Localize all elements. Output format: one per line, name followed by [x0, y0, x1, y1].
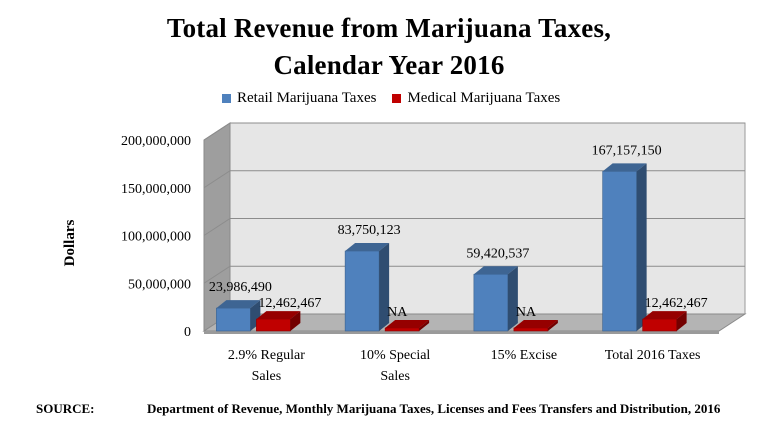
- gridline-side: [203, 265, 231, 284]
- bar-side: [507, 266, 518, 331]
- bar-top: [473, 266, 518, 275]
- legend-label-medical: Medical Marijuana Taxes: [407, 90, 561, 106]
- bar-retail: [473, 273, 509, 332]
- x-tick-label: 15% Excise: [491, 348, 557, 363]
- bar-top: [345, 243, 390, 252]
- bar-top: [602, 163, 647, 172]
- bar-side: [290, 311, 301, 331]
- bar-medical: [513, 327, 549, 332]
- bar-top: [513, 320, 558, 328]
- data-label: NA: [387, 305, 408, 320]
- x-tick-label: Sales: [380, 369, 410, 384]
- source-text: Department of Revenue, Monthly Marijuana…: [147, 401, 721, 416]
- data-label: NA: [516, 305, 537, 320]
- y-axis-label: Dollars: [62, 220, 78, 267]
- x-tick-label: 2.9% Regular: [228, 348, 305, 363]
- bar-side: [676, 311, 687, 331]
- y-tick-label: 200,000,000: [121, 134, 191, 149]
- bar-retail: [344, 250, 380, 332]
- bar-medical: [642, 318, 677, 332]
- data-label: 167,157,150: [592, 143, 662, 158]
- bar-retail: [602, 171, 637, 332]
- legend-item-medical: Medical Marijuana Taxes: [392, 90, 560, 107]
- legend: Retail Marijuana Taxes Medical Marijuana…: [222, 90, 560, 107]
- legend-item-retail: Retail Marijuana Taxes: [222, 90, 376, 107]
- gridline-side: [203, 170, 231, 189]
- bar-top: [642, 311, 687, 320]
- bar-top: [216, 300, 261, 309]
- bar-side: [547, 320, 558, 331]
- data-label: 83,750,123: [338, 223, 401, 238]
- chart-title: Total Revenue from Marijuana Taxes, Cale…: [0, 10, 778, 84]
- legend-label-retail: Retail Marijuana Taxes: [237, 90, 377, 106]
- data-label: 59,420,537: [466, 246, 529, 261]
- bar-top: [385, 320, 430, 328]
- x-tick-label: Sales: [252, 369, 282, 384]
- chart-title-line-2: Calendar Year 2016: [273, 50, 505, 80]
- data-label: 12,462,467: [645, 296, 708, 311]
- y-tick-label: 0: [184, 325, 191, 340]
- legend-swatch-retail: [222, 94, 231, 103]
- bar-top: [256, 311, 301, 320]
- legend-swatch-medical: [392, 94, 402, 103]
- y-tick-label: 150,000,000: [121, 182, 191, 197]
- chart-title-line-1: Total Revenue from Marijuana Taxes,: [166, 13, 612, 43]
- gridline-side: [203, 218, 231, 236]
- x-tick-label: 10% Special: [360, 348, 430, 363]
- bar-side: [636, 163, 647, 331]
- data-label: 12,462,467: [258, 296, 321, 311]
- bar-retail: [216, 307, 251, 332]
- bar-medical: [384, 327, 420, 332]
- bar-side: [379, 243, 390, 331]
- y-tick-label: 100,000,000: [121, 230, 191, 245]
- data-label: 23,986,490: [209, 280, 272, 295]
- x-tick-label: Total 2016 Taxes: [605, 348, 701, 363]
- gridline-side: [203, 122, 231, 141]
- source-label: SOURCE:: [36, 401, 95, 416]
- y-tick-label: 50,000,000: [128, 277, 191, 292]
- bar-medical: [256, 318, 291, 332]
- bar-side: [419, 320, 430, 331]
- plot-floor-edge: [204, 331, 719, 334]
